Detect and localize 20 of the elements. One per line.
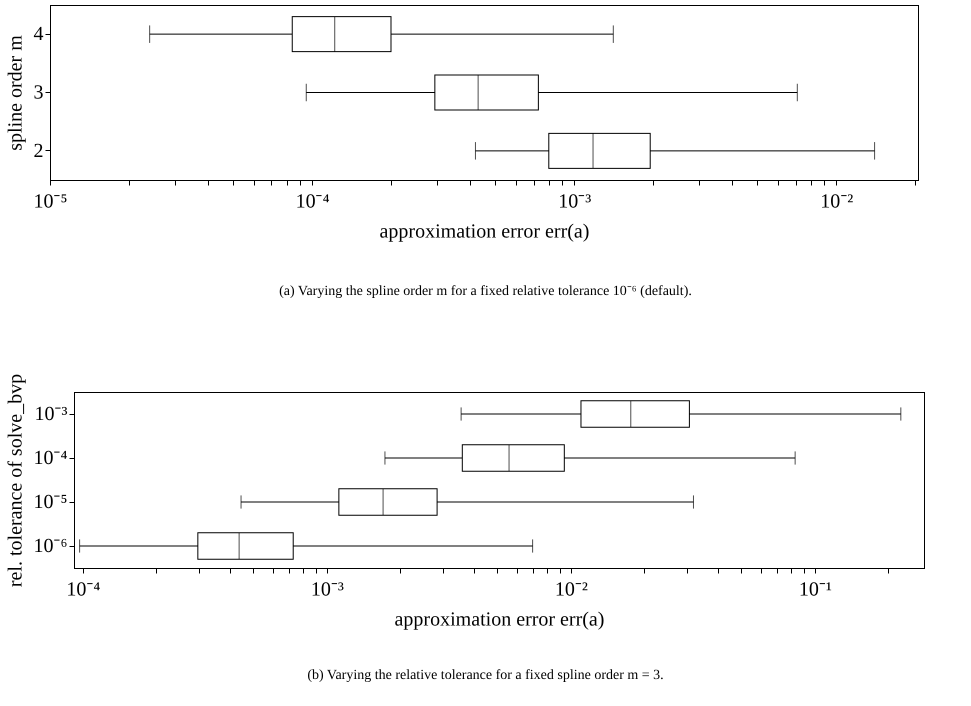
text: (b) Varying the relative tolerance for a fixed spline order m = 3. xyxy=(306,668,665,684)
y-tick-label: 10⁻⁴ xyxy=(34,447,68,469)
y-tick-label: 10⁻⁵ xyxy=(34,491,68,513)
y-tick-label: 3 xyxy=(34,82,44,104)
y-tick-label: 4 xyxy=(34,23,44,46)
x-tick-label: 10⁻⁴ xyxy=(296,190,330,212)
x-axis-title: approximation error err(a) xyxy=(394,608,604,630)
y-tick-label: 2 xyxy=(34,140,44,162)
x-axis-title: approximation error err(a) xyxy=(380,220,590,242)
y-axis-title: spline order m xyxy=(4,34,26,151)
x-tick-label: 10⁻³ xyxy=(310,578,344,600)
x-tick-label: 10⁻¹ xyxy=(798,578,832,600)
x-tick-label: 10⁻⁴ xyxy=(66,578,100,600)
x-tick-label: 10⁻³ xyxy=(558,190,592,212)
x-tick-label: 10⁻² xyxy=(820,190,854,212)
text: (a) Varying the spline order m for a fixed relative tolerance 10⁻⁶ (default). xyxy=(278,283,693,300)
x-tick-label: 10⁻² xyxy=(554,578,588,600)
y-tick-label: 10⁻³ xyxy=(34,403,68,425)
y-axis-title: rel. tolerance of solve_bvp xyxy=(4,374,27,588)
y-tick-label: 10⁻⁶ xyxy=(34,535,68,557)
